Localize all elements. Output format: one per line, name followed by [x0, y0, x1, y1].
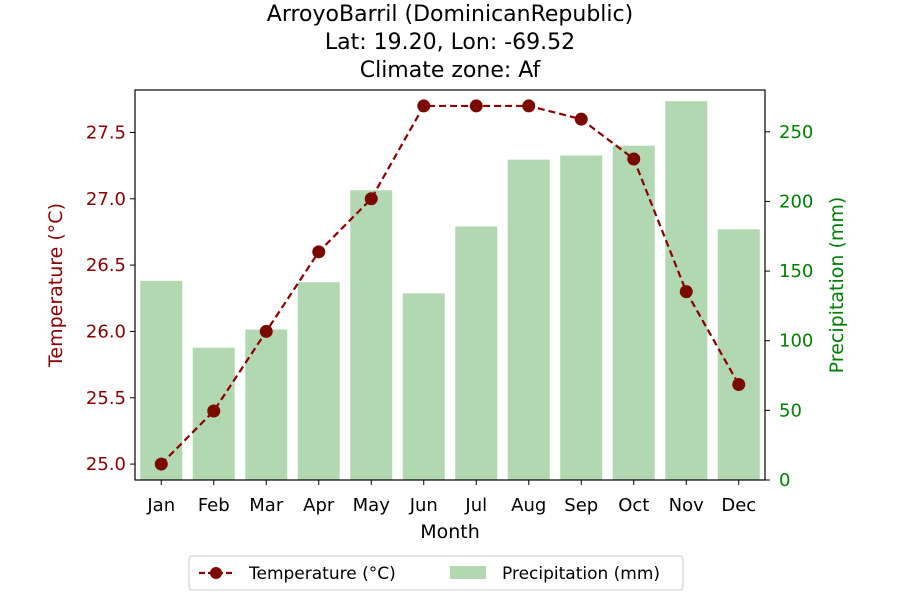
precipitation-bar: [507, 159, 550, 480]
temperature-point: [679, 285, 693, 299]
precipitation-bar: [455, 226, 498, 480]
x-tick-label: Jun: [409, 495, 438, 516]
right-axis-label: Precipitation (mm): [826, 197, 848, 374]
x-tick-label: Sep: [564, 495, 598, 516]
right-tick-label: 50: [779, 400, 802, 421]
temperature-point: [627, 152, 641, 166]
precipitation-bar: [245, 329, 288, 480]
x-tick-label: Feb: [198, 495, 230, 516]
precipitation-bar: [297, 282, 340, 480]
precipitation-bar: [140, 280, 183, 480]
x-tick-label: Dec: [721, 495, 756, 516]
x-axis-ticks: Jan Feb Mar Apr May Jun Jul Aug Sep Oct Nov Dec: [146, 480, 756, 516]
left-tick-label: 27.5: [86, 122, 126, 143]
precipitation-bar: [350, 190, 393, 481]
temperature-point: [522, 99, 536, 113]
temperature-point: [417, 99, 431, 113]
temperature-point: [732, 377, 746, 391]
right-tick-label: 0: [779, 470, 790, 491]
temperature-line-path: [160, 104, 740, 465]
right-axis-ticks: 0 50 100 150 200 250: [765, 122, 813, 491]
temperature-line: [154, 99, 746, 471]
precipitation-bar: [717, 229, 760, 480]
right-tick-label: 200: [779, 191, 813, 212]
temperature-point: [364, 192, 378, 206]
precipitation-bars: [140, 101, 760, 481]
left-axis-label: Temperature (°C): [45, 203, 67, 368]
precipitation-bar: [560, 155, 603, 480]
temperature-point: [312, 245, 326, 259]
legend-box: [188, 555, 684, 591]
x-tick-label: May: [353, 495, 391, 516]
x-axis-label: Month: [420, 521, 480, 543]
legend-precipitation-swatch: [450, 566, 486, 579]
left-tick-label: 26.0: [86, 321, 126, 342]
temperature-point: [207, 404, 221, 418]
temperature-point: [154, 457, 168, 471]
plot-frame: [134, 89, 766, 481]
chart-title-line-2: Lat: 19.20, Lon: -69.52: [325, 30, 575, 55]
legend-precipitation-label: Precipitation (mm): [502, 564, 660, 584]
left-tick-label: 25.0: [86, 454, 126, 475]
temperature-point: [574, 112, 588, 126]
x-tick-label: Aug: [511, 495, 546, 516]
x-tick-label: Jan: [146, 495, 175, 516]
legend: Temperature (°C) Precipitation (mm): [188, 555, 684, 591]
right-tick-label: 100: [779, 331, 813, 352]
right-tick-label: 250: [779, 122, 813, 143]
precipitation-bar: [612, 145, 655, 480]
legend-temperature-marker: [210, 567, 222, 579]
left-tick-label: 26.5: [86, 255, 126, 276]
chart-title-line-1: ArroyoBarril (DominicanRepublic): [267, 2, 633, 27]
x-tick-label: Jul: [464, 495, 487, 516]
legend-temperature-label: Temperature (°C): [248, 564, 396, 584]
left-tick-label: 25.5: [86, 388, 126, 409]
temperature-point: [469, 99, 483, 113]
x-tick-label: Mar: [249, 495, 284, 516]
chart-title-line-3: Climate zone: Af: [360, 58, 542, 83]
x-tick-label: Apr: [303, 495, 335, 516]
precipitation-bar: [402, 293, 445, 480]
x-tick-label: Nov: [669, 495, 704, 516]
left-axis-ticks: 25.0 25.5 26.0 26.5 27.0 27.5: [86, 122, 135, 475]
chart-title: ArroyoBarril (DominicanRepublic) Lat: 19…: [267, 2, 633, 83]
x-tick-label: Oct: [618, 495, 649, 516]
temperature-point: [259, 324, 273, 338]
left-tick-label: 27.0: [86, 189, 126, 210]
right-tick-label: 150: [779, 261, 813, 282]
